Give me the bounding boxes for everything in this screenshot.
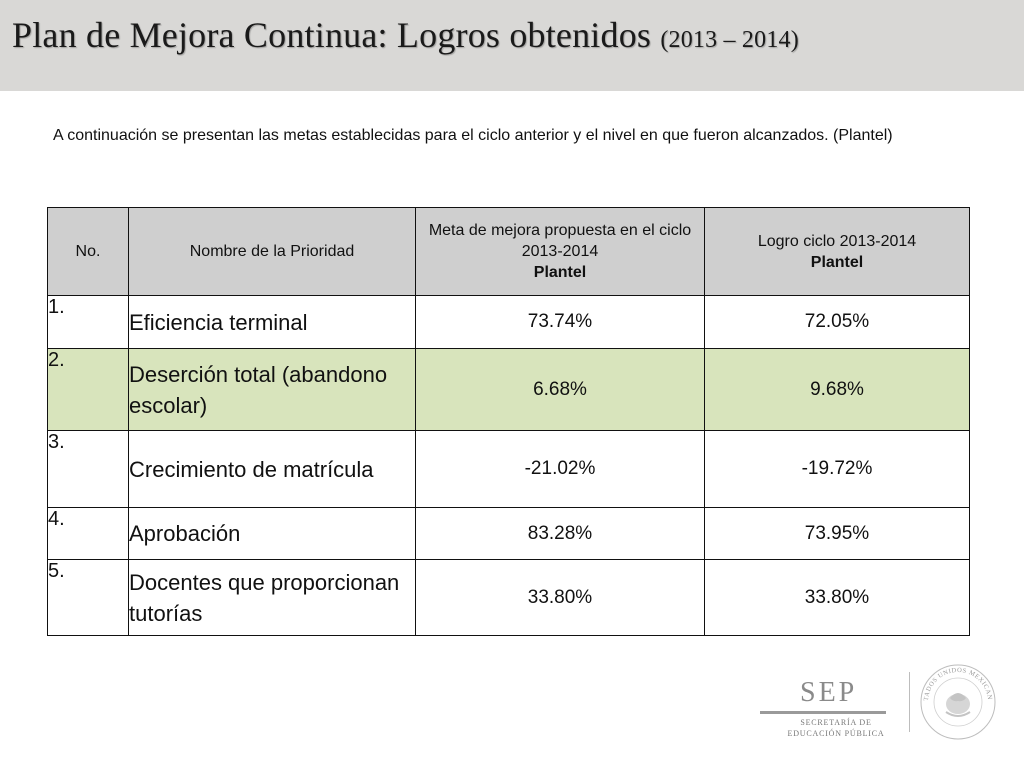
slide-title-text: Plan de Mejora Continua: Logros obtenido… [12,15,652,55]
sep-logo-rule [760,711,886,714]
sep-logo-subtitle-line2: EDUCACIÓN PÚBLICA [787,729,885,738]
sep-logo: SEP SECRETARÍA DE EDUCACIÓN PÚBLICA [756,675,902,745]
header-no: No. [47,207,129,296]
sep-logo-subtitle: SECRETARÍA DE EDUCACIÓN PÚBLICA [776,717,896,739]
header-goal: Meta de mejora propuesta en el ciclo 201… [415,207,705,296]
title-bar: Plan de Mejora Continua: Logros obtenido… [0,0,1024,91]
row-number: 5. [47,559,129,636]
slide-title-years: (2013 – 2014) [660,27,799,53]
row-goal-value: -21.02% [415,430,705,508]
row-number: 4. [47,507,129,560]
row-number: 3. [47,430,129,508]
table-row: 3. Crecimiento de matrícula -21.02% -19.… [47,430,970,508]
header-priority-name: Nombre de la Prioridad [128,207,416,296]
row-priority-name: Docentes que proporcionan tutorías [128,559,416,636]
row-priority-name: Crecimiento de matrícula [128,430,416,508]
goals-table: No. Nombre de la Prioridad Meta de mejor… [47,207,970,636]
row-goal-value: 83.28% [415,507,705,560]
header-achievement-text: Logro ciclo 2013-2014 [757,232,917,250]
table-row: 2. Deserción total (abandono escolar) 6.… [47,348,970,431]
row-achievement-value: -19.72% [704,430,970,508]
table-row: 1. Eficiencia terminal 73.74% 72.05% [47,295,970,349]
header-goal-sub: Plantel [533,264,587,281]
table-row: 5. Docentes que proporcionan tutorías 33… [47,559,970,636]
header-achievement-sub: Plantel [810,253,864,271]
table-header-row: No. Nombre de la Prioridad Meta de mejor… [47,207,970,296]
sep-logo-word: SEP [800,677,858,708]
row-goal-value: 73.74% [415,295,705,349]
slide-title: Plan de Mejora Continua: Logros obtenido… [12,14,799,56]
row-number: 1. [47,295,129,349]
intro-paragraph: A continuación se presentan las metas es… [53,127,893,144]
row-priority-name: Eficiencia terminal [128,295,416,349]
header-goal-text: Meta de mejora propuesta en el ciclo 201… [428,222,692,260]
row-achievement-value: 9.68% [704,348,970,431]
row-goal-value: 6.68% [415,348,705,431]
row-priority-name: Deserción total (abandono escolar) [128,348,416,431]
row-achievement-value: 33.80% [704,559,970,636]
header-achievement: Logro ciclo 2013-2014 Plantel [704,207,970,296]
table-row: 4. Aprobación 83.28% 73.95% [47,507,970,560]
sep-logo-subtitle-line1: SECRETARÍA DE [800,718,872,727]
row-achievement-value: 72.05% [704,295,970,349]
row-goal-value: 33.80% [415,559,705,636]
mexico-seal-icon: ESTADOS UNIDOS MEXICANOS [918,662,996,740]
row-number: 2. [47,348,129,431]
row-achievement-value: 73.95% [704,507,970,560]
row-priority-name: Aprobación [128,507,416,560]
logo-divider [909,672,910,732]
